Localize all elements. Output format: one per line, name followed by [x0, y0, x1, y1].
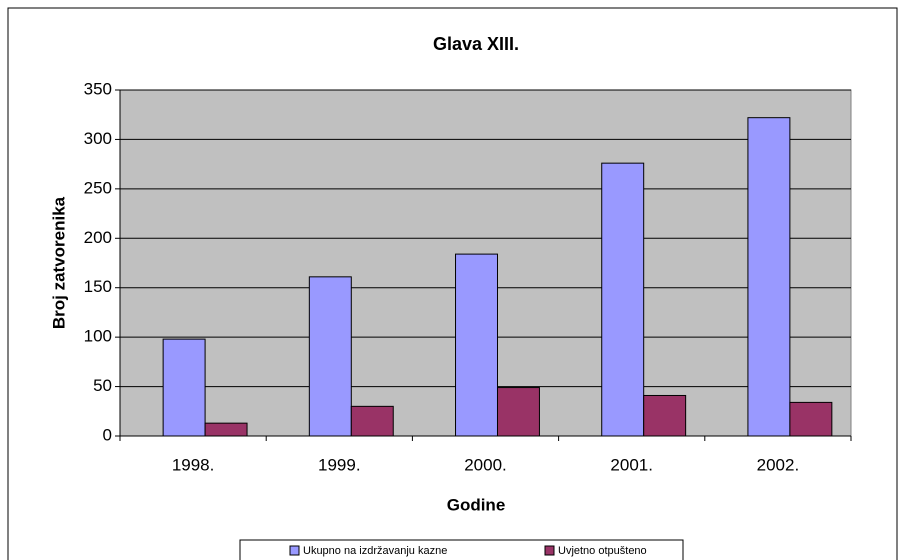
x-tick-label: 2000.: [464, 455, 507, 474]
y-tick-label: 200: [84, 228, 112, 247]
legend-swatch: [544, 545, 555, 556]
x-tick-label: 1999.: [318, 455, 361, 474]
x-axis-label: Godine: [447, 495, 506, 514]
bar: [308, 276, 352, 437]
y-tick-label: 0: [103, 425, 112, 444]
y-tick-label: 300: [84, 129, 112, 148]
x-tick-label: 2002.: [757, 455, 800, 474]
bar: [496, 387, 540, 437]
y-tick-label: 250: [84, 178, 112, 197]
bar: [747, 117, 791, 437]
bar: [204, 422, 248, 437]
chart-title: Glava XIII.: [433, 34, 519, 54]
bar: [643, 394, 687, 437]
y-tick-label: 150: [84, 277, 112, 296]
legend-label: Uvjetno otpušteno: [558, 545, 647, 557]
y-tick-label: 50: [93, 376, 112, 395]
legend-swatch: [289, 545, 300, 556]
y-tick-label: 100: [84, 327, 112, 346]
legend-label: Ukupno na izdržavanju kazne: [303, 545, 447, 557]
y-tick-label: 350: [84, 79, 112, 98]
bar: [789, 401, 833, 437]
legend-box: [239, 539, 684, 560]
bar: [350, 405, 394, 437]
y-axis-label: Broj zatvorenika: [49, 196, 68, 329]
x-tick-label: 1998.: [172, 455, 215, 474]
bar: [455, 253, 498, 437]
x-tick-label: 2001.: [610, 455, 653, 474]
bar: [601, 162, 645, 437]
bar: [162, 338, 206, 437]
